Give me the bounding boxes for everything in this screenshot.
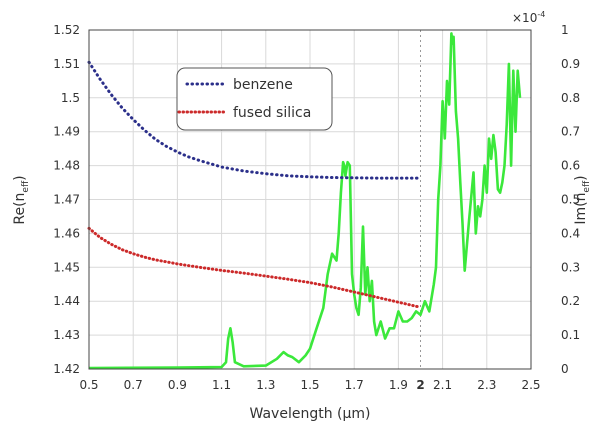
y-left-tick-label: 1.52 xyxy=(53,23,80,37)
y-right-tick-label: 0.6 xyxy=(561,159,580,173)
right-axis-multiplier: ×10-4 xyxy=(512,10,545,25)
y-left-tick-label: 1.42 xyxy=(53,362,80,376)
y-right-tick-label: 0 xyxy=(561,362,569,376)
y-left-tick-label: 1.48 xyxy=(53,159,80,173)
x-tick-label: 2.5 xyxy=(521,378,540,392)
series-im-neff- xyxy=(88,32,522,370)
y-axis-left-ticks: 1.42 1.43 1.44 1.45 1.46 1.47 1.48 1.49 1.5 1.51 1… xyxy=(53,23,80,376)
y-left-tick-label: 1.43 xyxy=(53,328,80,342)
y-axis-left-label: Re(neff) xyxy=(12,175,31,224)
legend-label-fused-silica: fused silica xyxy=(233,105,311,121)
y-left-tick-label: 1.45 xyxy=(53,260,80,274)
plot-frame xyxy=(88,29,532,370)
x-tick-label: 0.9 xyxy=(168,378,187,392)
y-right-tick-label: 0.1 xyxy=(561,328,580,342)
y-axis-right-label: Im(neff) xyxy=(573,175,592,224)
series-group xyxy=(87,32,522,370)
x-tick-label: 0.5 xyxy=(79,378,98,392)
x-tick-label: 1.3 xyxy=(256,378,275,392)
series-fused-silica xyxy=(87,226,422,309)
series-benzene xyxy=(87,60,422,180)
y-left-tick-label: 1.49 xyxy=(53,125,80,139)
x-tick-label: 2 xyxy=(416,378,424,392)
y-left-tick-label: 1.46 xyxy=(53,226,80,240)
x-axis-ticks: 0.5 0.7 0.9 1.1 1.3 1.5 1.7 1.9 2 2.1 2.3 2.5 xyxy=(79,378,540,392)
svg-text:Im(neff): Im(neff) xyxy=(573,175,592,224)
y-left-tick-label: 1.47 xyxy=(53,193,80,207)
y-right-tick-label: 0.3 xyxy=(561,260,580,274)
y-axis-right-ticks: 0 0.1 0.2 0.3 0.4 0.5 0.6 0.7 0.8 0.9 1 xyxy=(561,23,580,376)
x-tick-label: 1.9 xyxy=(389,378,408,392)
y-left-tick-label: 1.44 xyxy=(53,294,80,308)
y-right-tick-label: 0.8 xyxy=(561,91,580,105)
x-axis-label: Wavelength (μm) xyxy=(250,406,371,422)
y-right-tick-label: 1 xyxy=(561,23,569,37)
legend: benzene fused silica xyxy=(176,67,333,131)
legend-label-benzene: benzene xyxy=(233,77,293,93)
y-right-tick-label: 0.9 xyxy=(561,57,580,71)
x-tick-label: 0.7 xyxy=(124,378,143,392)
x-tick-label: 2.3 xyxy=(477,378,496,392)
y-right-tick-label: 0.7 xyxy=(561,125,580,139)
y-right-tick-label: 0.4 xyxy=(561,226,580,240)
x-tick-label: 1.1 xyxy=(212,378,231,392)
y-left-tick-label: 1.51 xyxy=(53,57,80,71)
y-right-tick-label: 0.2 xyxy=(561,294,580,308)
x-tick-label: 2.1 xyxy=(433,378,452,392)
svg-text:×10-4: ×10-4 xyxy=(512,10,545,25)
svg-text:Re(neff): Re(neff) xyxy=(12,175,31,224)
y-right-tick-label: 0.5 xyxy=(561,193,580,207)
y-left-tick-label: 1.5 xyxy=(61,91,80,105)
x-tick-label: 1.7 xyxy=(345,378,364,392)
x-tick-label: 1.5 xyxy=(300,378,319,392)
